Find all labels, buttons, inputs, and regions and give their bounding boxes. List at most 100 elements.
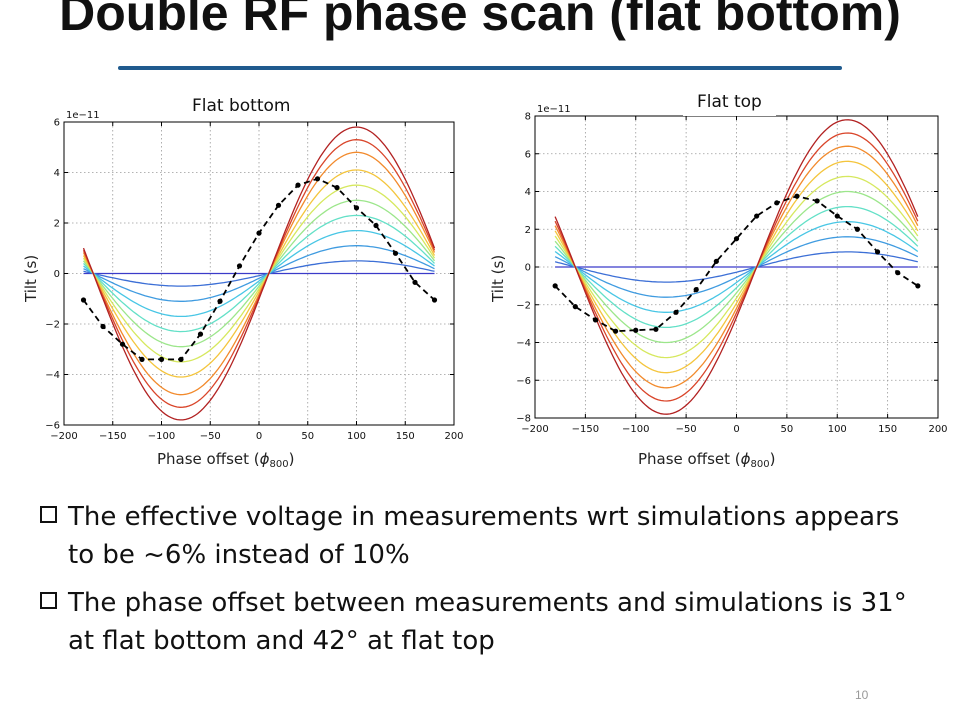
simulation-curve-10: [82, 126, 436, 421]
x-tick-label: 50: [301, 431, 314, 442]
measurement-point: [334, 185, 340, 191]
x-axis-title-subscript: 800: [750, 459, 770, 470]
measurement-point: [552, 283, 558, 289]
y-tick-label: −8: [516, 414, 531, 425]
simulation-curve-8: [82, 151, 436, 396]
y-multiplier-label: 1e−11: [66, 110, 100, 121]
charts-canvas: −200 −150 −100 −50 0 50 100 150 200 −6 −4 −2 0 2 4 6 1e−…: [45, 104, 947, 442]
simulation-curve-3: [554, 221, 919, 313]
measurement-point: [392, 250, 399, 256]
measurement-point: [119, 341, 126, 347]
title-underline: [118, 66, 842, 70]
y-axis-title-left: Tilt (s): [22, 254, 40, 302]
simulation-curve-9: [554, 132, 919, 402]
measurement-point: [794, 193, 800, 199]
y-tick-label: 4: [54, 168, 60, 179]
measurement-point: [733, 236, 740, 242]
measurement-point: [633, 327, 639, 333]
x-tick-label: 100: [347, 431, 366, 442]
simulation-curve-7: [554, 160, 919, 374]
simulation-curve-9: [82, 139, 436, 408]
slide-title: Double RF phase scan (flat bottom): [59, 0, 901, 41]
measurement-point: [572, 304, 578, 310]
panel-label-flat-bottom: Flat bottom: [178, 94, 305, 120]
y-tick-label: −2: [45, 320, 60, 331]
x-tick-label: 100: [828, 424, 847, 435]
x-axis-title-text: Phase offset (: [157, 450, 260, 468]
measurement-point: [693, 287, 699, 293]
simulation-curve-6: [82, 184, 436, 363]
bullet-item: The phase offset between measurements an…: [40, 584, 930, 660]
x-axis-title-subscript: 800: [269, 459, 289, 470]
x-axis-title-left: Phase offset (ϕ800): [157, 450, 294, 470]
x-tick-label: −50: [676, 424, 697, 435]
x-tick-label: −100: [148, 431, 175, 442]
phi-symbol: ϕ: [259, 450, 270, 468]
y-tick-label: −4: [516, 338, 531, 349]
measurement-point: [158, 356, 165, 362]
y-tick-label: −6: [45, 421, 60, 432]
y-tick-label: 2: [525, 225, 531, 236]
x-tick-label: 150: [878, 424, 897, 435]
measurement-point: [295, 182, 301, 188]
y-tick-label: 6: [54, 118, 60, 129]
y-tick-label: 0: [54, 269, 60, 280]
measurement-point: [673, 309, 679, 315]
measurement-point: [353, 205, 360, 211]
x-tick-label: −200: [521, 424, 548, 435]
measurement-point: [275, 202, 282, 208]
x-tick-label: −100: [622, 424, 649, 435]
bullet-item: The effective voltage in measurements wr…: [40, 498, 930, 574]
x-tick-label: 50: [781, 424, 794, 435]
y-axis-title-right: Tilt (s): [489, 254, 507, 302]
measurement-point: [236, 263, 243, 269]
x-tick-label: −150: [572, 424, 599, 435]
x-tick-label: 200: [444, 431, 463, 442]
measurement-point: [774, 200, 780, 206]
measurement-point: [373, 222, 379, 229]
y-tick-label: 6: [525, 149, 531, 160]
x-axis-title-right: Phase offset (ϕ800): [638, 450, 775, 470]
y-tick-label: −6: [516, 376, 531, 387]
y-multiplier-label: 1e−11: [537, 104, 571, 115]
x-tick-label: −50: [200, 431, 221, 442]
simulation-curve-5: [554, 190, 919, 344]
simulation-curve-4: [554, 205, 919, 329]
y-tick-label: −4: [45, 370, 60, 381]
bullet-text: The effective voltage in measurements wr…: [68, 502, 900, 570]
chart-panel-flat-bottom: −200 −150 −100 −50 0 50 100 150 200 −6 −4 −2 0 2 4 6 1e−…: [45, 110, 463, 442]
measurement-point: [80, 297, 87, 303]
x-tick-label: −150: [99, 431, 126, 442]
measurement-point: [713, 258, 719, 264]
simulation-curve-6: [554, 175, 919, 359]
measurement-point: [874, 249, 881, 255]
phi-symbol: ϕ: [740, 450, 751, 468]
x-axis-title-close: ): [288, 450, 295, 468]
measurement-line: [82, 177, 436, 361]
measurement-point: [754, 213, 760, 219]
simulation-curve-7: [82, 169, 436, 378]
simulation-curve-8: [554, 145, 919, 389]
bullet-list: The effective voltage in measurements wr…: [40, 498, 930, 670]
chart-panel-flat-top: −200 −150 −100 −50 0 50 100 150 200 −8 −6 −4 −2 0 2 4 6 8…: [516, 104, 947, 435]
measurement-point: [834, 213, 840, 219]
measurement-point: [412, 279, 418, 285]
simulation-curve-3: [83, 229, 435, 318]
measurement-point: [915, 283, 921, 289]
simulation-curve-2: [83, 245, 435, 302]
x-tick-label: 0: [256, 431, 262, 442]
measurement-point: [178, 356, 184, 362]
y-tick-label: 2: [54, 219, 60, 230]
x-axis-title-close: ): [769, 450, 776, 468]
y-tick-label: 0: [525, 263, 531, 274]
measurement-point: [431, 297, 438, 303]
measurement-point: [592, 317, 599, 323]
measurement-point: [895, 270, 901, 276]
simulation-curve-5: [82, 199, 436, 348]
checkbox-bullet-icon: [40, 592, 57, 609]
y-tick-label: 4: [525, 187, 531, 198]
x-axis-title-text: Phase offset (: [638, 450, 741, 468]
simulation-curve-1: [83, 260, 435, 287]
measurement-point: [256, 230, 262, 236]
simulation-curve-4: [83, 214, 435, 333]
